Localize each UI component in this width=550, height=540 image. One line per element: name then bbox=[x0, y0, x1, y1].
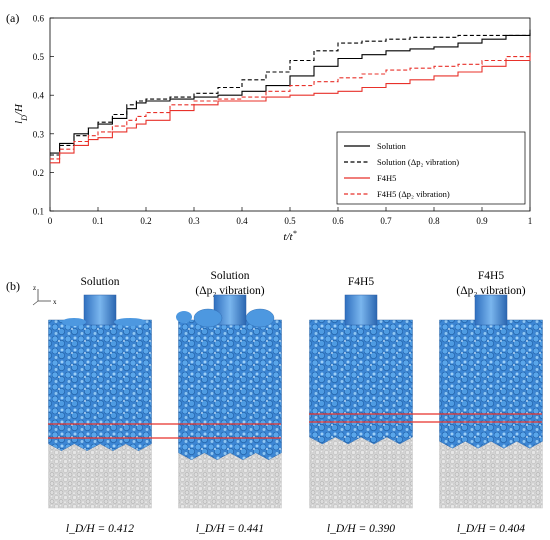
axis-x-label: x bbox=[53, 298, 57, 306]
y-axis: 0.1 0.2 0.3 0.4 0.5 0.6 bbox=[33, 14, 54, 217]
y-tick-label: 0.2 bbox=[33, 168, 44, 178]
simulation-3: F4H5 (Δp₂ vibration) l_D/H = 0.404 bbox=[439, 270, 543, 535]
line-chart: 0.10.20.30.40.50.6 0 0.1 0.2 0.3 0.4 0.5 0.6 0.… bbox=[13, 14, 532, 244]
sim-title: Solution bbox=[81, 276, 120, 288]
x-axis: 0 0.1 0.2 0.3 0.4 0.5 0.6 0.7 0.8 0.9 1 bbox=[48, 207, 533, 226]
x-tick-label: 0.6 bbox=[332, 216, 344, 226]
simulation-2: F4H5 l_D/H = 0.390 bbox=[309, 276, 413, 535]
sim-subtitle: (Δp₂ vibration) bbox=[456, 285, 525, 297]
ld-value-label: l_D/H = 0.390 bbox=[327, 523, 395, 535]
y-axis-label: lD/H bbox=[13, 103, 29, 124]
series-line-1 bbox=[50, 31, 531, 156]
legend-label-1: Solution (Δp₂ vibration) bbox=[377, 157, 459, 167]
legend-label-3: F4H5 (Δp₂ vibration) bbox=[377, 189, 450, 199]
y-tick-label: 0.4 bbox=[33, 91, 45, 101]
y-tick-label: 0.3 bbox=[33, 129, 45, 139]
nozzle bbox=[344, 294, 378, 326]
sim-title: F4H5 bbox=[348, 276, 374, 288]
axis-indicator: z x bbox=[32, 284, 57, 306]
nozzle bbox=[474, 294, 508, 326]
y-tick-label: 0.1 bbox=[33, 207, 44, 217]
legend-box bbox=[336, 131, 526, 205]
x-tick-label: 0.5 bbox=[284, 216, 296, 226]
simulation-0: Solution l_D/H = 0.412 bbox=[48, 276, 152, 535]
x-tick-label: 0.9 bbox=[476, 216, 488, 226]
surface-droplet bbox=[193, 308, 223, 328]
y-tick-label: 0.5 bbox=[33, 52, 45, 62]
nozzle bbox=[83, 294, 117, 326]
x-tick-label: 0.3 bbox=[188, 216, 200, 226]
y-tick-label: 0.6 bbox=[33, 14, 45, 24]
simulation-snapshots: Solution l_D/H = 0.412 Solution (Δp₂ vibrat… bbox=[48, 270, 543, 535]
surface-droplet bbox=[245, 308, 275, 328]
legend-label-0: Solution bbox=[377, 141, 407, 151]
x-tick-label: 0.2 bbox=[140, 216, 151, 226]
series-line-2 bbox=[50, 52, 531, 164]
x-tick-label: 0.7 bbox=[380, 216, 392, 226]
sim-title: Solution bbox=[211, 270, 250, 282]
infiltrated-droplet bbox=[178, 319, 282, 461]
x-tick-label: 0 bbox=[48, 216, 53, 226]
panel-b-label: (b) bbox=[6, 279, 20, 293]
surface-droplet bbox=[114, 318, 146, 326]
surface-droplet bbox=[176, 311, 192, 323]
infiltrated-droplet bbox=[439, 319, 543, 449]
panel-a-label: (a) bbox=[6, 11, 19, 25]
ld-value-label: l_D/H = 0.412 bbox=[66, 523, 134, 535]
legend: Solution Solution (Δp₂ vibration) F4H5 F4H5… bbox=[336, 131, 526, 205]
x-tick-label: 1 bbox=[528, 216, 533, 226]
x-tick-label: 0.1 bbox=[92, 216, 103, 226]
infiltrated-droplet bbox=[309, 319, 413, 445]
series-line-3 bbox=[50, 52, 531, 160]
legend-label-2: F4H5 bbox=[377, 173, 396, 183]
ld-value-label: l_D/H = 0.404 bbox=[457, 523, 525, 535]
x-axis-label: t/t* bbox=[283, 229, 296, 244]
ld-value-label: l_D/H = 0.441 bbox=[196, 523, 264, 535]
infiltrated-droplet bbox=[48, 319, 152, 452]
axis-z-label: z bbox=[33, 284, 36, 292]
series-lines bbox=[50, 29, 531, 164]
x-tick-label: 0.4 bbox=[236, 216, 248, 226]
sim-subtitle: (Δp₂ vibration) bbox=[195, 285, 264, 297]
x-tick-label: 0.8 bbox=[428, 216, 440, 226]
surface-droplet bbox=[62, 318, 86, 326]
simulation-1: Solution (Δp₂ vibration) l_D/H = 0.441 bbox=[176, 270, 282, 535]
sim-title: F4H5 bbox=[478, 270, 504, 282]
